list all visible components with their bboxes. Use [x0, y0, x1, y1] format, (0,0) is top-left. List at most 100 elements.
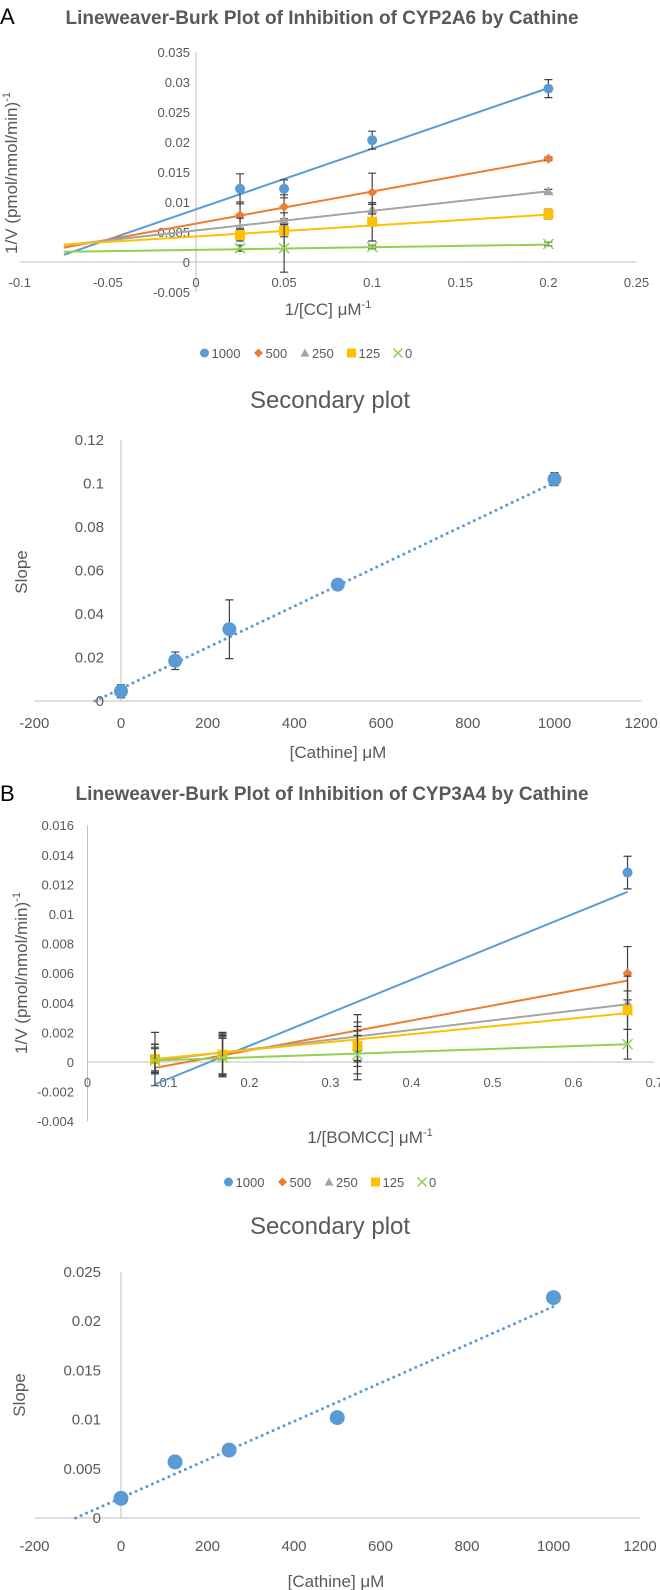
y-tick-label: 0.01: [72, 1412, 101, 1429]
chart-a1-ylabel: 1/V (pmol/nmol/min)-1: [1, 92, 21, 254]
x-tick-label: -0.1: [9, 275, 31, 290]
x-tick-label: 0.2: [539, 275, 557, 290]
x-tick-label: 0: [117, 1538, 125, 1555]
x-tick-label: 0.4: [402, 1075, 420, 1090]
legend-marker-x-icon: [392, 347, 404, 359]
x-tick-label: 1000: [537, 1538, 570, 1555]
data-point: [221, 1442, 237, 1458]
y-tick-label: 0.002: [41, 1025, 74, 1040]
data-point: [330, 577, 345, 592]
x-tick-label: 0: [84, 1075, 91, 1090]
legend-item-0: 0: [416, 1175, 436, 1190]
chart-a1-plot: -0.00500.0050.010.0150.020.0250.030.035-…: [9, 45, 650, 300]
chart-b1-ylabel: 1/V (pmol/nmol/min)-1: [11, 892, 31, 1054]
data-point-1000: [543, 83, 554, 94]
chart-a1-ylabel-sup: -1: [1, 92, 13, 102]
x-tick-label: 400: [281, 1538, 306, 1555]
x-tick-label: 400: [282, 715, 307, 732]
y-tick-label: 0.01: [165, 195, 190, 210]
chart-a1-legend: 1000 500 250 125 0: [200, 346, 412, 361]
x-tick-label: 0: [117, 715, 125, 732]
data-point-0: [234, 242, 246, 254]
chart-b1-legend: 1000 500 250 125 0: [224, 1175, 436, 1190]
chart-a1-xlabel-sup: -1: [362, 299, 372, 311]
y-tick-label: 0.04: [75, 606, 104, 623]
chart-b2-xlabel: [Cathine] μM: [288, 1572, 385, 1590]
x-tick-label: 0.6: [564, 1075, 582, 1090]
y-tick-label: 0.016: [41, 818, 74, 833]
data-point-0: [351, 1049, 364, 1061]
y-tick-label: -0.002: [37, 1085, 74, 1100]
data-point-1000: [235, 183, 246, 194]
data-point: [547, 472, 562, 487]
x-tick-label: 800: [454, 1538, 479, 1555]
x-tick-label: 0.25: [624, 275, 649, 290]
data-point-500: [367, 187, 378, 198]
legend-label: 250: [336, 1175, 358, 1190]
y-tick-label: 0: [93, 1510, 101, 1527]
chart-b1-xlabel: 1/[BOMCC] μM-1: [307, 1127, 432, 1147]
legend-label: 0: [429, 1175, 436, 1190]
y-tick-label: 0.012: [41, 877, 74, 892]
legend-label: 125: [383, 1175, 405, 1190]
legend-item-125: 125: [347, 346, 380, 361]
y-tick-label: 0.01: [49, 907, 74, 922]
x-tick-label: 600: [369, 715, 394, 732]
data-point: [546, 1290, 561, 1306]
x-tick-label: -0.05: [93, 275, 123, 290]
legend-marker-diamond-icon: [254, 348, 263, 358]
chart-b1-title: Lineweaver-Burk Plot of Inhibition of CY…: [75, 784, 588, 805]
y-tick-label: 0.014: [41, 848, 74, 863]
data-point-1000: [367, 135, 378, 146]
panel-label-b: B: [0, 781, 15, 806]
legend-item-500: 500: [254, 346, 287, 361]
x-tick-label: 1200: [625, 715, 658, 732]
chart-a2-ylabel: Slope: [12, 550, 31, 593]
y-tick-label: 0: [183, 255, 190, 270]
trendline-0: [154, 1043, 628, 1062]
chart-b2-ylabel: Slope: [10, 1373, 29, 1416]
x-tick-label: 0.1: [363, 275, 381, 290]
chart-a1-xlabel: 1/[CC] μM-1: [285, 299, 372, 319]
data-point-0: [216, 1052, 229, 1064]
legend-item-250: 250: [324, 1175, 358, 1190]
data-point: [329, 1410, 345, 1426]
chart-b1-plot: -0.004 -0.002 0 0.002 0.004 0.006 0.008 0.01 0.0…: [37, 818, 660, 1129]
data-point-125: [367, 216, 378, 227]
y-tick-label: 0.015: [63, 1362, 101, 1379]
legend-marker-square-icon: [347, 348, 356, 358]
x-tick-label: 1000: [538, 715, 571, 732]
data-point-0: [278, 242, 290, 254]
data-point-250: [279, 215, 290, 224]
y-tick-label: 0: [67, 1055, 74, 1070]
y-tick-label: 0.02: [72, 1313, 101, 1330]
trendline-500: [154, 979, 628, 1069]
legend-label: 500: [266, 346, 288, 361]
x-tick-label: 0.15: [448, 275, 473, 290]
y-tick-label: 0.025: [157, 105, 190, 120]
x-tick-label: -200: [19, 715, 49, 732]
y-tick-label: 0.02: [165, 135, 190, 150]
chart-a2-title: Secondary plot: [250, 387, 410, 414]
data-point-0: [621, 1038, 634, 1050]
data-point: [114, 684, 128, 699]
legend-label: 125: [359, 346, 381, 361]
y-tick-label: 0.03: [165, 75, 190, 90]
x-tick-label: 0: [192, 275, 199, 290]
y-tick-label: 0.004: [41, 996, 74, 1011]
data-point-125: [543, 209, 554, 219]
legend-item-500: 500: [278, 1175, 311, 1190]
data-point-250: [543, 186, 554, 196]
chart-b1-ylabel-text: 1/V (pmol/nmol/min): [12, 902, 31, 1054]
y-tick-label: 0.1: [83, 476, 104, 493]
trendline-1000: [63, 87, 549, 256]
legend-label: 250: [312, 346, 334, 361]
legend-marker-x-icon: [416, 1176, 428, 1188]
x-tick-label: 0.5: [483, 1075, 501, 1090]
y-tick-label: 0.02: [75, 650, 104, 667]
x-tick-label: 0.2: [240, 1075, 258, 1090]
trendline: [93, 480, 556, 703]
x-tick-label: -200: [19, 1538, 49, 1555]
data-point-0: [366, 241, 378, 253]
